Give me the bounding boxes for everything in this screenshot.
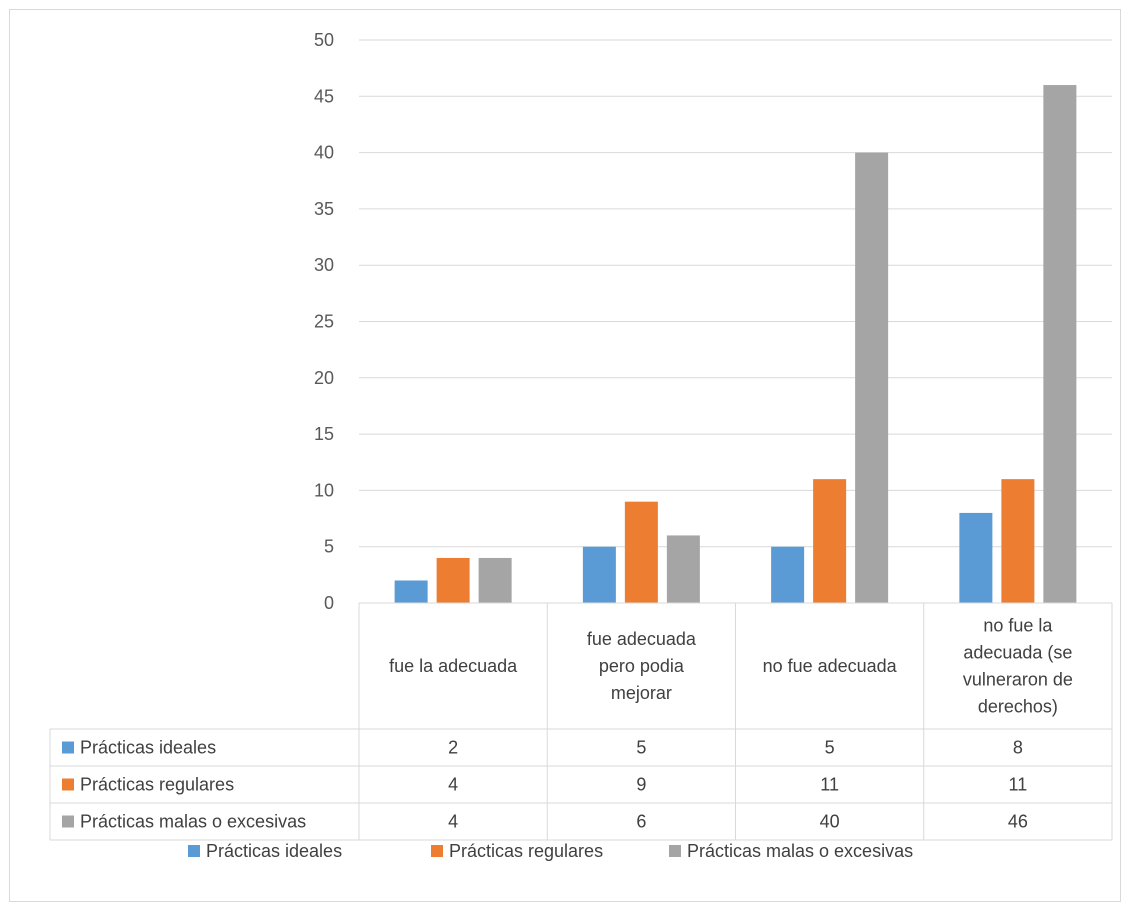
legend: Prácticas ideales Prácticas regulares Prác… <box>188 841 913 861</box>
table-cell-value: 4 <box>448 812 458 832</box>
y-tick-label: 15 <box>314 424 334 444</box>
y-tick-label: 35 <box>314 199 334 219</box>
y-tick-label: 50 <box>314 30 334 50</box>
legend-label: Prácticas regulares <box>449 841 603 861</box>
table-cell-value: 46 <box>1008 812 1028 832</box>
x-category-label: fue adecuada <box>587 629 697 649</box>
y-tick-label: 20 <box>314 368 334 388</box>
table-series-label: Prácticas ideales <box>80 738 216 758</box>
table-cell-value: 11 <box>1009 775 1028 795</box>
table-cell-value: 40 <box>820 812 840 832</box>
bar <box>855 152 889 603</box>
table-cell-value: 5 <box>825 738 835 758</box>
bar <box>813 479 847 603</box>
table-cell-value: 6 <box>636 812 646 832</box>
legend-label: Prácticas malas o excesivas <box>687 841 913 861</box>
bar <box>666 535 700 603</box>
bar <box>394 580 428 603</box>
x-category-label: vulneraron de <box>963 670 1073 690</box>
x-category-label: no fue la <box>983 616 1053 636</box>
legend-key <box>188 845 200 857</box>
table-legend-key <box>62 741 74 754</box>
bar <box>771 546 805 603</box>
table-legend-key <box>62 815 74 828</box>
table-cell-value: 2 <box>448 738 458 758</box>
table-cell-value: 9 <box>636 775 646 795</box>
table-cell-value: 4 <box>448 775 458 795</box>
bars <box>394 85 1077 604</box>
y-tick-label: 25 <box>314 312 334 332</box>
bar <box>436 557 470 603</box>
table-series-label: Prácticas malas o excesivas <box>80 812 306 832</box>
y-tick-label: 5 <box>324 537 334 557</box>
legend-key <box>669 845 681 857</box>
y-tick-label: 0 <box>324 593 334 613</box>
x-category-label: fue la adecuada <box>389 656 518 676</box>
y-tick-label: 10 <box>314 480 334 500</box>
x-category-label: mejorar <box>611 683 672 703</box>
table-cell-value: 11 <box>820 775 839 795</box>
data-table: fue la adecuada fue adecuada pero podia mej… <box>49 602 1113 841</box>
y-tick-label: 45 <box>314 86 334 106</box>
chart-frame <box>9 9 1121 902</box>
table-legend-key <box>62 778 74 791</box>
gridlines <box>359 39 1112 548</box>
y-axis-ticks: 0 5 10 15 20 25 30 35 40 45 50 <box>314 30 334 613</box>
table-cell-value: 5 <box>636 738 646 758</box>
x-category-label: no fue adecuada <box>763 656 898 676</box>
y-tick-label: 40 <box>314 143 334 163</box>
x-category-label: pero podia <box>599 656 685 676</box>
bar <box>624 501 658 603</box>
bar <box>478 557 512 603</box>
bar <box>1043 85 1077 604</box>
legend-label: Prácticas ideales <box>206 841 342 861</box>
bar <box>959 512 993 603</box>
x-category-label: adecuada (se <box>963 643 1072 663</box>
y-tick-label: 30 <box>314 255 334 275</box>
table-cell-value: 8 <box>1013 738 1023 758</box>
legend-key <box>431 845 443 857</box>
bar <box>1001 479 1035 603</box>
x-category-label: derechos) <box>978 697 1058 717</box>
bar <box>582 546 616 603</box>
table-series-label: Prácticas regulares <box>80 775 234 795</box>
